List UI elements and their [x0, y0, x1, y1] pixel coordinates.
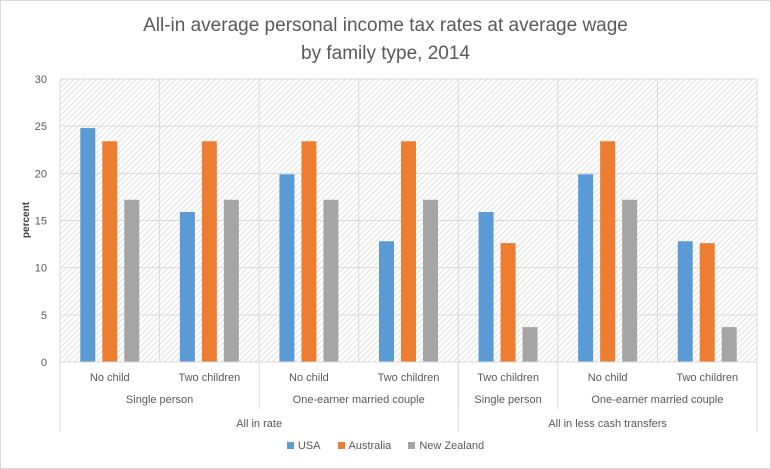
- x-group-label-type: One-earner married couple: [591, 394, 723, 406]
- bar-new-zealand-5: [622, 199, 638, 362]
- bar-usa-1: [179, 212, 195, 362]
- bar-usa-5: [578, 174, 594, 362]
- bar-australia-6: [699, 243, 715, 362]
- x-group-label-type: Single person: [126, 394, 193, 406]
- y-tick-label: 25: [35, 121, 47, 133]
- y-axis-label: percent: [21, 201, 32, 238]
- y-tick-label: 15: [35, 216, 47, 228]
- bar-new-zealand-6: [721, 327, 737, 362]
- bar-usa-3: [379, 241, 394, 362]
- bar-australia-4: [500, 243, 516, 362]
- bar-new-zealand-3: [423, 199, 438, 362]
- bar-usa-4: [478, 212, 494, 362]
- bar-usa-2: [279, 174, 295, 362]
- y-tick-label: 20: [35, 168, 47, 180]
- bar-australia-5: [600, 141, 616, 362]
- x-group-label-measure: All in less cash transfers: [548, 418, 667, 430]
- bar-australia-3: [401, 141, 416, 362]
- bar-australia-2: [301, 141, 317, 362]
- legend-label-australia: Australia: [348, 440, 392, 452]
- bar-new-zealand-4: [522, 327, 538, 362]
- chart-title: All-in average personal income tax rates…: [143, 15, 628, 36]
- bars: [80, 128, 737, 362]
- legend-label-new-zealand: New Zealand: [419, 440, 485, 452]
- x-tick-label-family: No child: [588, 372, 628, 384]
- y-tick-label: 10: [35, 263, 47, 275]
- legend-label-usa: USA: [297, 440, 321, 452]
- legend-item-new-zealand: New Zealand: [408, 440, 484, 452]
- x-tick-label-family: Two children: [676, 372, 738, 384]
- legend-swatch-new-zealand: [408, 442, 416, 449]
- bar-new-zealand-0: [124, 199, 140, 362]
- bar-new-zealand-1: [223, 199, 239, 362]
- bar-usa-0: [80, 128, 96, 362]
- bar-usa-6: [677, 241, 693, 362]
- legend-swatch-australia: [337, 442, 345, 449]
- legend-item-usa: USA: [286, 440, 321, 452]
- bar-australia-1: [201, 141, 217, 362]
- x-tick-label-family: Two children: [178, 372, 240, 384]
- y-tick-label: 5: [41, 310, 47, 322]
- bar-new-zealand-2: [323, 199, 339, 362]
- legend: USA Australia New Zealand: [0, 440, 771, 452]
- x-group-label-type: One-earner married couple: [293, 394, 425, 406]
- legend-item-australia: Australia: [337, 440, 392, 452]
- x-tick-label-family: No child: [289, 372, 329, 384]
- legend-swatch-usa: [286, 442, 294, 449]
- x-tick-label-family: Two children: [378, 372, 440, 384]
- x-tick-label-family: Two children: [477, 372, 539, 384]
- x-group-label-type: Single person: [474, 394, 541, 406]
- chart-title-block: All-in average personal income tax rates…: [0, 12, 771, 68]
- x-group-label-measure: All in rate: [236, 418, 282, 430]
- y-tick-label: 0: [41, 357, 47, 369]
- x-tick-label-family: No child: [90, 372, 130, 384]
- chart-subtitle: by family type, 2014: [301, 43, 470, 64]
- axes: 0 5 10 15 20 25 30 No child Two children No child…: [35, 74, 758, 432]
- y-tick-label: 30: [35, 74, 47, 86]
- bar-australia-0: [102, 141, 118, 362]
